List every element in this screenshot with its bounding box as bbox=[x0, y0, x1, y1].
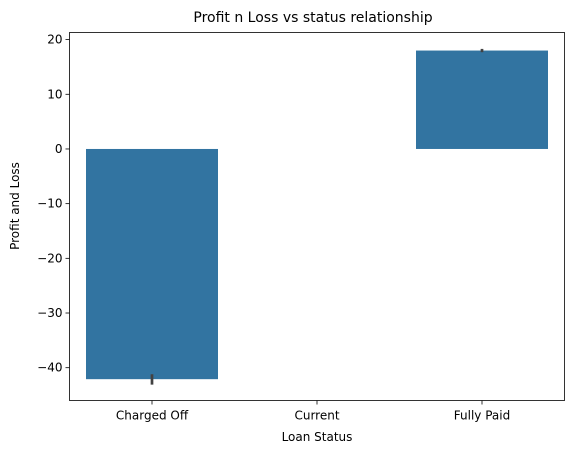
bar-fully-paid bbox=[416, 50, 548, 149]
y-tick-label: −30 bbox=[37, 306, 62, 320]
x-axis-label: Loan Status bbox=[282, 430, 353, 444]
y-axis: 20 10 0 −10 −20 −30 −40 bbox=[37, 33, 70, 375]
y-tick-label: 0 bbox=[55, 142, 63, 156]
y-tick-label: 10 bbox=[47, 87, 62, 101]
x-axis: Charged Off Current Fully Paid bbox=[116, 400, 510, 423]
y-tick-label: −10 bbox=[37, 197, 62, 211]
plot-frame bbox=[69, 32, 565, 401]
x-tick-label: Current bbox=[294, 409, 339, 423]
chart-title: Profit n Loss vs status relationship bbox=[193, 10, 432, 26]
y-tick-label: 20 bbox=[47, 33, 62, 47]
y-tick-label: −40 bbox=[37, 361, 62, 375]
bar-charged-off bbox=[86, 148, 218, 380]
y-axis-label: Profit and Loss bbox=[8, 162, 22, 250]
plot-area bbox=[86, 48, 548, 385]
x-tick-label: Charged Off bbox=[116, 409, 189, 423]
x-tick-label: Fully Paid bbox=[454, 409, 510, 423]
y-tick-label: −20 bbox=[37, 251, 62, 265]
